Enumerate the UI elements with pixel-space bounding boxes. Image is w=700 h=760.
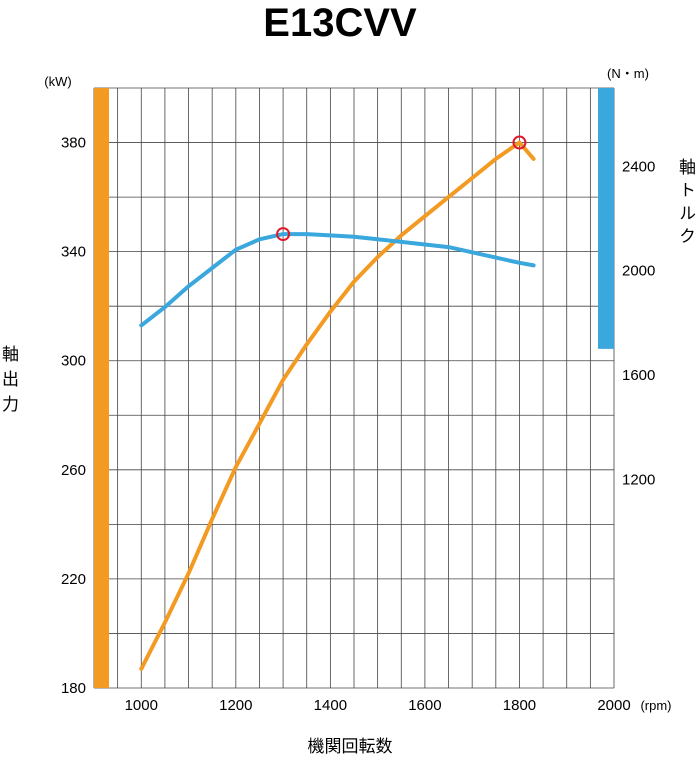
y-left-tick-label: 220 <box>61 571 86 588</box>
left-axis-label: 軸出力 <box>0 345 19 420</box>
y-right-tick-label: 2000 <box>622 263 655 280</box>
y-right-tick-label: 2400 <box>622 158 655 175</box>
right-axis-unit: (N・m) <box>607 66 649 81</box>
y-left-tick-label: 180 <box>61 680 86 697</box>
markers <box>276 135 527 242</box>
right-axis-bar <box>598 88 614 349</box>
x-tick-label: 1200 <box>219 697 252 714</box>
left-axis-unit: (kW) <box>44 74 71 89</box>
chart-title: E13CVV <box>263 1 417 45</box>
tick-labels: 1000 1200 1400 1600 1800 2000 180 220 260 300 340 3… <box>61 135 655 714</box>
y-left-tick-label: 380 <box>61 135 86 152</box>
x-tick-label: 1600 <box>408 697 441 714</box>
axis-bars <box>94 88 614 688</box>
x-axis-unit: (rpm) <box>640 698 671 713</box>
grid <box>93 87 615 689</box>
x-tick-label: 1000 <box>125 697 158 714</box>
y-left-tick-label: 260 <box>61 462 86 479</box>
x-tick-label: 1800 <box>503 697 536 714</box>
torque-curve <box>139 232 536 328</box>
series <box>139 140 536 671</box>
y-right-tick-label: 1200 <box>622 471 655 488</box>
y-left-tick-label: 340 <box>61 244 86 261</box>
right-axis-label: 軸トルク <box>675 158 696 250</box>
x-axis-label: 機関回転数 <box>308 737 393 757</box>
left-axis-bar <box>94 88 109 688</box>
x-tick-label: 2000 <box>597 697 630 714</box>
power-peak-marker <box>512 135 527 150</box>
y-left-tick-label: 300 <box>61 353 86 370</box>
y-right-tick-label: 1600 <box>622 367 655 384</box>
power-curve <box>139 140 536 671</box>
torque-peak-marker <box>276 227 291 242</box>
x-tick-label: 1400 <box>314 697 347 714</box>
